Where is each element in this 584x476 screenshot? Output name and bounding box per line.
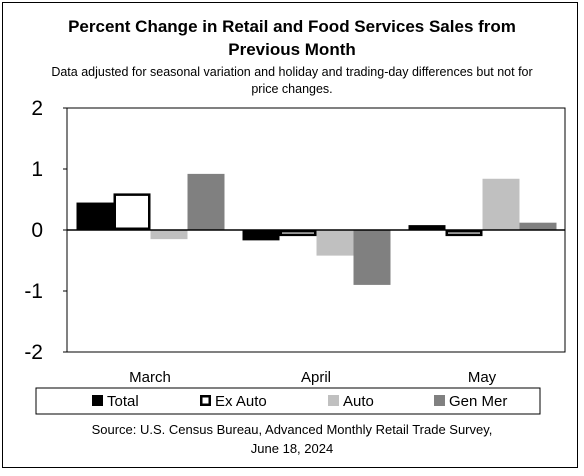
bar-auto-march [150, 230, 188, 240]
y-tick-label: 1 [31, 158, 43, 181]
legend-label: Ex Auto [215, 393, 267, 410]
bar-gen-mer-march [187, 173, 225, 231]
bar-total-april [242, 230, 280, 241]
legend-swatch [328, 395, 339, 406]
bar-total-march [76, 202, 114, 231]
source-note-line-2: June 18, 2024 [250, 441, 334, 456]
bar-auto-april [316, 230, 354, 256]
bar-auto-may [482, 178, 520, 230]
legend-swatch [92, 395, 103, 406]
chart-subtitle-line-1: Data adjusted for seasonal variation and… [51, 65, 533, 79]
chart-title-line-1: Percent Change in Retail and Food Servic… [68, 17, 516, 36]
bar-gen-mer-may [519, 222, 557, 230]
bar-ex-auto-march [113, 193, 151, 230]
x-category-label: March [129, 369, 171, 386]
chart-subtitle-line-2: price changes. [251, 82, 333, 96]
bar-ex-auto-april [279, 230, 317, 237]
y-tick-label: -2 [24, 341, 43, 364]
legend-label: Gen Mer [449, 393, 507, 410]
x-category-label: April [301, 369, 331, 386]
bar-gen-mer-april [353, 230, 391, 285]
bar-ex-auto-may [445, 230, 483, 237]
y-tick-label: 2 [31, 97, 43, 120]
legend: Total Ex Auto Auto Gen Mer [35, 387, 541, 415]
source-note-line-1: Source: U.S. Census Bureau, Advanced Mon… [91, 422, 493, 437]
legend-swatch [434, 395, 445, 406]
plot-area: 2 1 0 -1 -2 March April May [24, 97, 566, 386]
y-tick-label: -1 [24, 280, 43, 303]
bar-total-may [408, 225, 446, 230]
x-category-label: May [468, 369, 497, 386]
legend-box [35, 387, 541, 415]
legend-swatch [200, 395, 211, 406]
legend-label: Auto [343, 393, 374, 410]
legend-label: Total [107, 393, 139, 410]
y-tick-label: 0 [31, 219, 43, 242]
chart-title-line-2: Previous Month [228, 40, 356, 59]
